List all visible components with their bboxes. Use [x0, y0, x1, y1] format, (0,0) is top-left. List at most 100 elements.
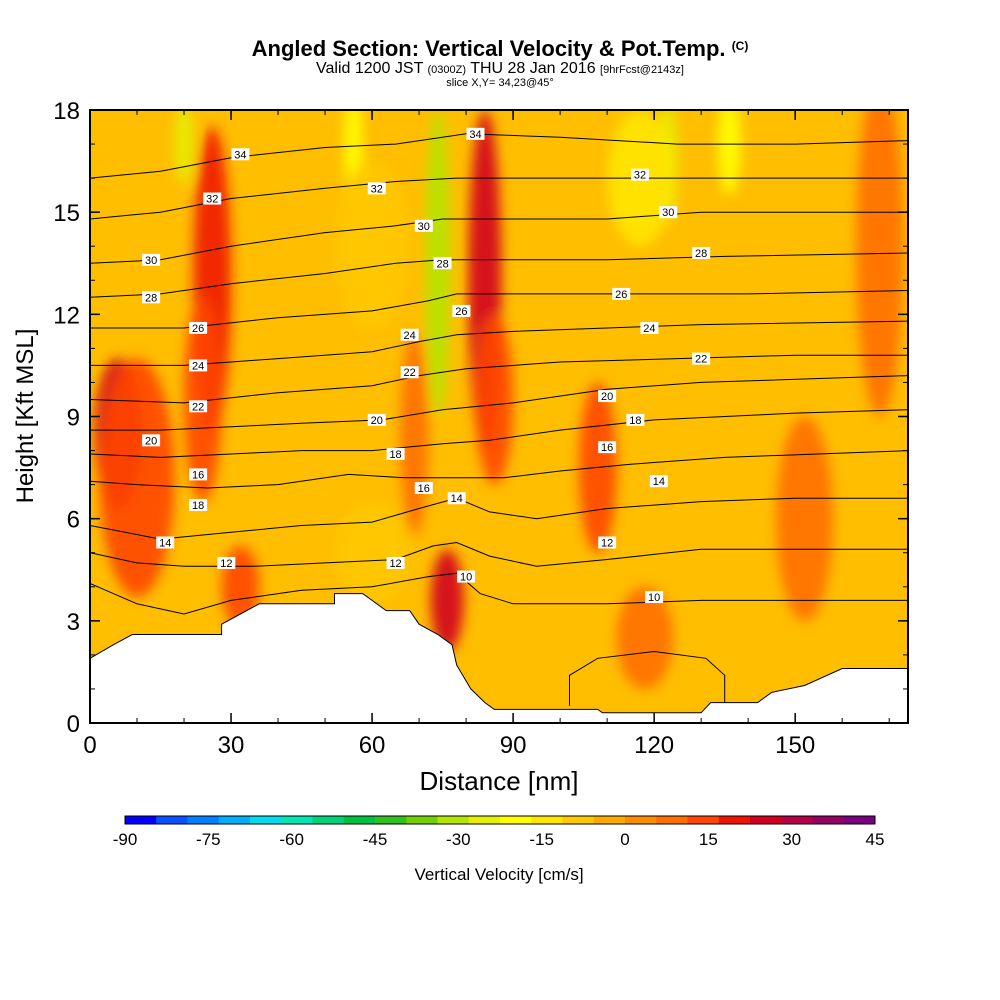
colorbar-label: Vertical Velocity [cm/s]	[414, 865, 583, 884]
isentrope-label-text: 34	[234, 149, 246, 161]
colorbar-tick-label: -45	[363, 830, 388, 849]
velocity-field	[94, 110, 904, 689]
colorbar-swatch	[437, 816, 470, 824]
colorbar-tick-label: -75	[196, 830, 221, 849]
isentrope-label-box	[142, 253, 161, 266]
colorbar-swatch	[156, 816, 188, 824]
isentrope-12	[90, 541, 908, 567]
isentrope-label: 26	[452, 304, 471, 318]
isentrope-26	[90, 290, 908, 329]
isentrope-labels: 34 32 30 28 26 24 22 20 16 18 14 12 32 30 28 26 24 22 20 18…	[142, 127, 711, 604]
isentrope-label-text: 26	[455, 306, 467, 318]
colorbar-swatch	[406, 816, 438, 824]
isentrope-label-text: 24	[643, 323, 655, 335]
terrain	[90, 593, 908, 723]
isentrope-label-box	[631, 168, 650, 181]
y-tick-label: 15	[53, 200, 80, 227]
velocity-cell	[475, 314, 514, 485]
isentrope-label: 32	[203, 192, 222, 206]
isentrope-label-text: 20	[601, 391, 613, 403]
isentrope-label-box	[457, 570, 476, 583]
isentrope-label-text: 20	[371, 415, 383, 427]
y-tick-label: 3	[67, 609, 80, 636]
isentrope-label: 12	[598, 536, 617, 550]
colorbar-swatch	[500, 816, 532, 824]
isentrope-label-box	[433, 257, 452, 270]
colorbar-swatch	[375, 816, 407, 824]
isentrope-label: 18	[626, 413, 645, 427]
x-axis-label: Distance [nm]	[420, 766, 579, 796]
isentrope-label-box	[203, 192, 222, 205]
isentrope-label-box	[598, 441, 617, 454]
isentrope-label-box	[367, 182, 386, 195]
isentrope-label-box	[640, 321, 659, 334]
velocity-cell	[400, 331, 429, 536]
colorbar-swatch	[187, 816, 220, 824]
plot-area: 34 32 30 28 26 24 22 20 16 18 14 12 32 30 28 26 24 22 20 18…	[90, 110, 908, 723]
velocity-cell	[616, 586, 673, 689]
isentrope-label-box	[645, 590, 664, 603]
colorbar-swatch	[125, 816, 157, 824]
isentrope-20	[90, 375, 908, 431]
isentrope-label-text: 18	[629, 415, 641, 427]
forecast-info: [9hrFcst@2143z]	[600, 64, 684, 76]
chart-title: Angled Section: Vertical Velocity & Pot.…	[0, 36, 1000, 62]
isentrope-label: 28	[142, 291, 161, 304]
isentrope-label-text: 24	[404, 330, 416, 342]
slice-info: slice X,Y= 34,23@45°	[446, 77, 554, 89]
x-tick-label: 150	[775, 732, 815, 759]
isentrope-label-text: 12	[220, 558, 232, 570]
isentrope-22	[90, 354, 908, 404]
isentrope-label: 14	[156, 536, 175, 550]
isentrope-label-text: 14	[159, 538, 171, 550]
isentrope-label-text: 18	[389, 449, 401, 461]
isentrope-label-box	[156, 536, 175, 549]
y-axis: 0 3 6 9 12 15 18	[53, 98, 908, 738]
isentrope-label: 20	[598, 390, 617, 403]
isentrope-label-text: 32	[206, 194, 218, 206]
velocity-cell	[99, 358, 175, 597]
isentrope-label-box	[189, 468, 208, 481]
isentrope-label-box	[217, 556, 236, 569]
valid-prefix: Valid 1200 JST	[316, 60, 424, 77]
isentrope-label: 26	[612, 287, 631, 301]
x-tick-label: 120	[634, 732, 674, 759]
closed-contour-10	[569, 650, 726, 706]
isentrope-label-text: 28	[436, 258, 448, 270]
isentrope-label-box	[142, 291, 161, 304]
isentrope-label-box	[692, 352, 711, 365]
isentrope-28	[90, 252, 908, 298]
colorbar-swatch	[531, 816, 563, 824]
colorbar-swatch	[312, 816, 345, 824]
isentrope-label-box	[142, 434, 161, 447]
isentrope-label-text: 26	[192, 323, 204, 335]
colorbar-swatch	[250, 816, 282, 824]
isentrope-label-box	[659, 206, 678, 219]
isentrope-label-box	[692, 247, 711, 260]
isentrope-label-box	[598, 390, 617, 403]
isentrope-label-text: 22	[404, 367, 416, 379]
colorbar-swatch	[218, 816, 251, 824]
isentrope-label-box	[367, 413, 386, 426]
isentrope-label: 32	[367, 182, 386, 195]
y-axis-label: Height [Kft MSL]	[12, 329, 39, 504]
isentrope-label-box	[447, 492, 466, 505]
isentrope-label-box	[400, 366, 419, 379]
x-tick-label: 30	[218, 732, 245, 759]
isentrope-label-text: 22	[695, 354, 707, 366]
isentrope-label-box	[386, 556, 405, 569]
title-suffix: (C)	[731, 39, 749, 53]
isentrope-label-text: 32	[634, 170, 646, 182]
isentrope-34	[90, 133, 908, 179]
colorbar-tick-label: -90	[113, 830, 138, 849]
isentrope-label-box	[231, 148, 250, 161]
colorbar-tick-label: 15	[699, 830, 718, 849]
isentrope-label-text: 26	[615, 289, 627, 301]
x-axis: 0 30 60 90 120 150	[83, 110, 890, 759]
isentrope-label-text: 28	[695, 248, 707, 260]
isentrope-label-text: 30	[418, 221, 430, 233]
isentrope-label: 22	[189, 400, 208, 413]
velocity-cell	[717, 110, 742, 196]
isentrope-label: 34	[231, 148, 250, 161]
title-text: Angled Section: Vertical Velocity & Pot.…	[251, 36, 726, 61]
